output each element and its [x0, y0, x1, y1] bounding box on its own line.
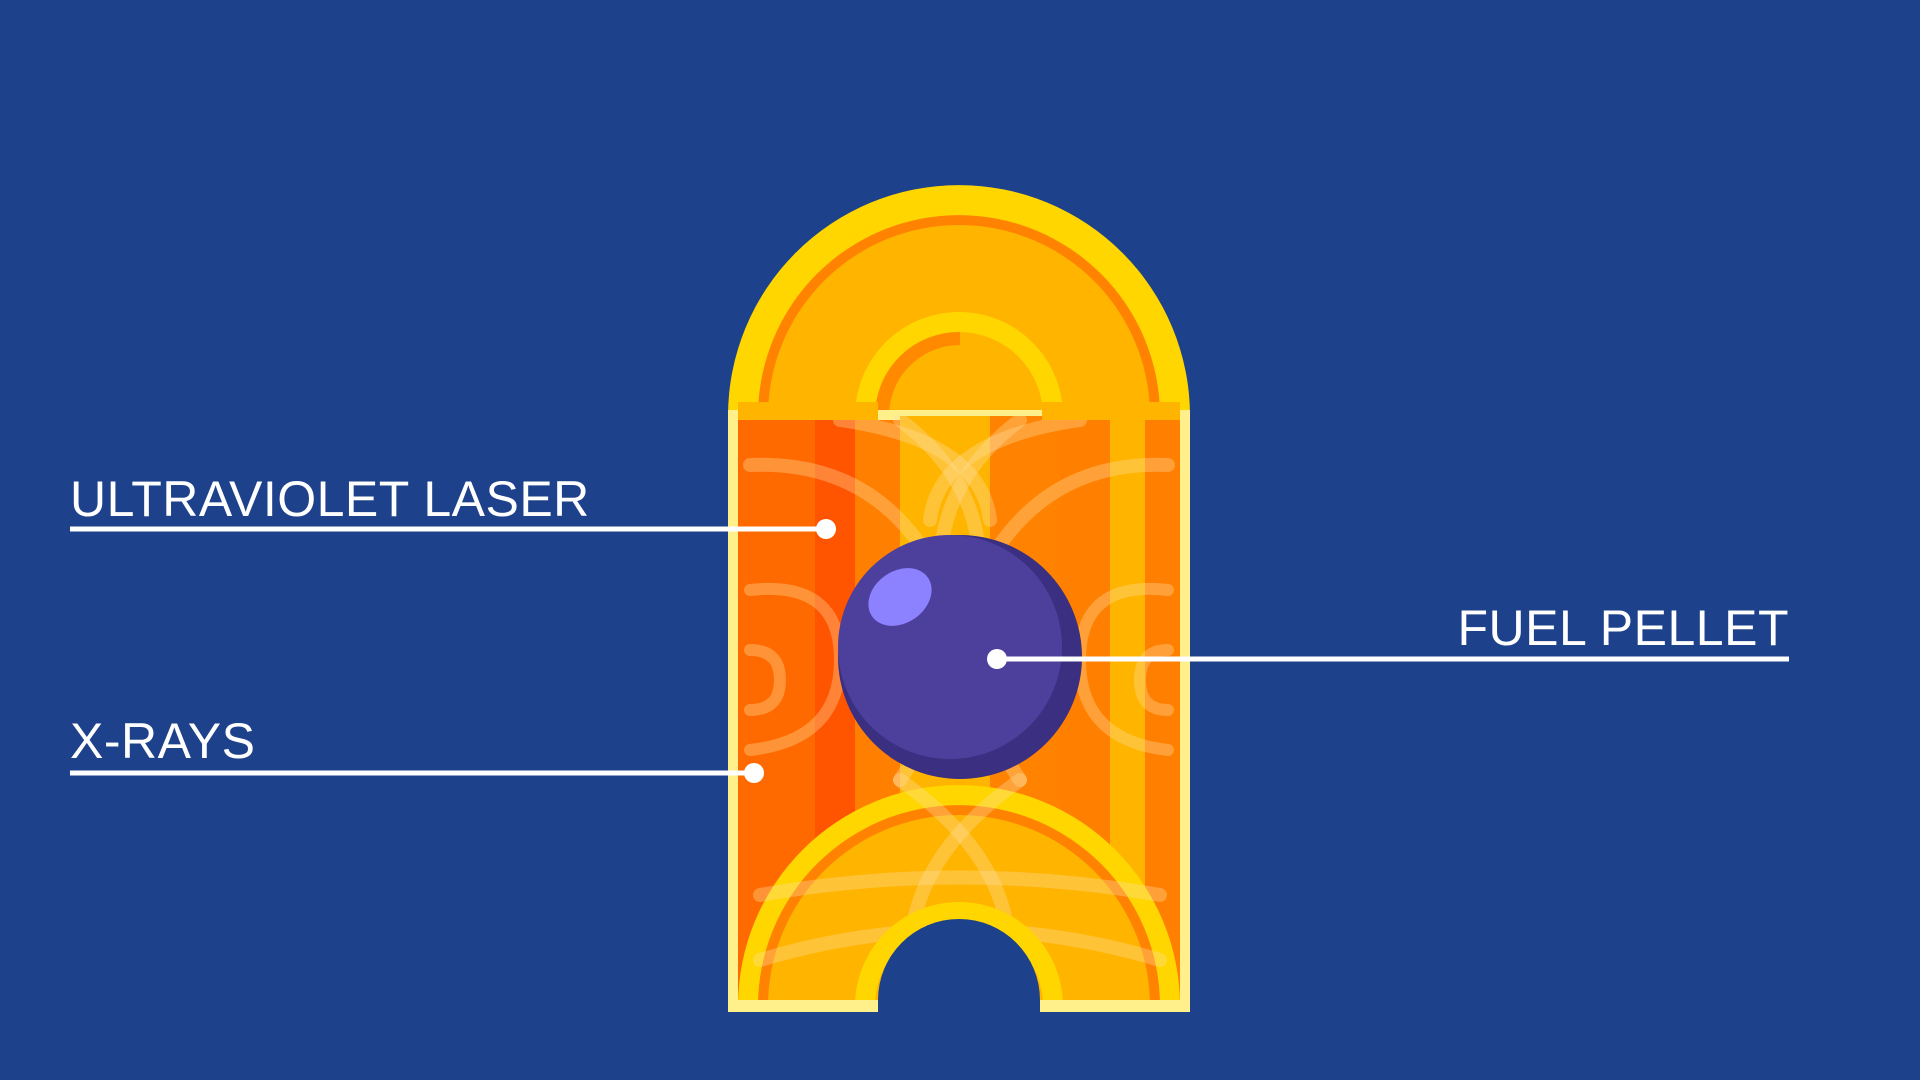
ultraviolet-laser-label: ULTRAVIOLET LASER — [70, 471, 590, 527]
ultraviolet-laser-callout: ULTRAVIOLET LASER — [70, 471, 836, 539]
bottom-rim-left — [728, 1000, 878, 1012]
fuel-pellet-callout: FUEL PELLET — [987, 600, 1789, 669]
fuel-pellet-pointer-dot — [987, 649, 1007, 669]
x-rays-callout: X-RAYS — [70, 713, 764, 783]
x-rays-pointer-dot — [744, 763, 764, 783]
fuel-pellet — [838, 535, 1082, 779]
bottom-opening — [878, 919, 1040, 1012]
top-dome — [728, 185, 1190, 416]
x-rays-label: X-RAYS — [70, 713, 255, 769]
ultraviolet-laser-pointer-dot — [816, 519, 836, 539]
bottom-dome — [738, 773, 1180, 1010]
bottom-rim-right — [1040, 1000, 1190, 1012]
fuel-pellet-label: FUEL PELLET — [1457, 600, 1789, 656]
